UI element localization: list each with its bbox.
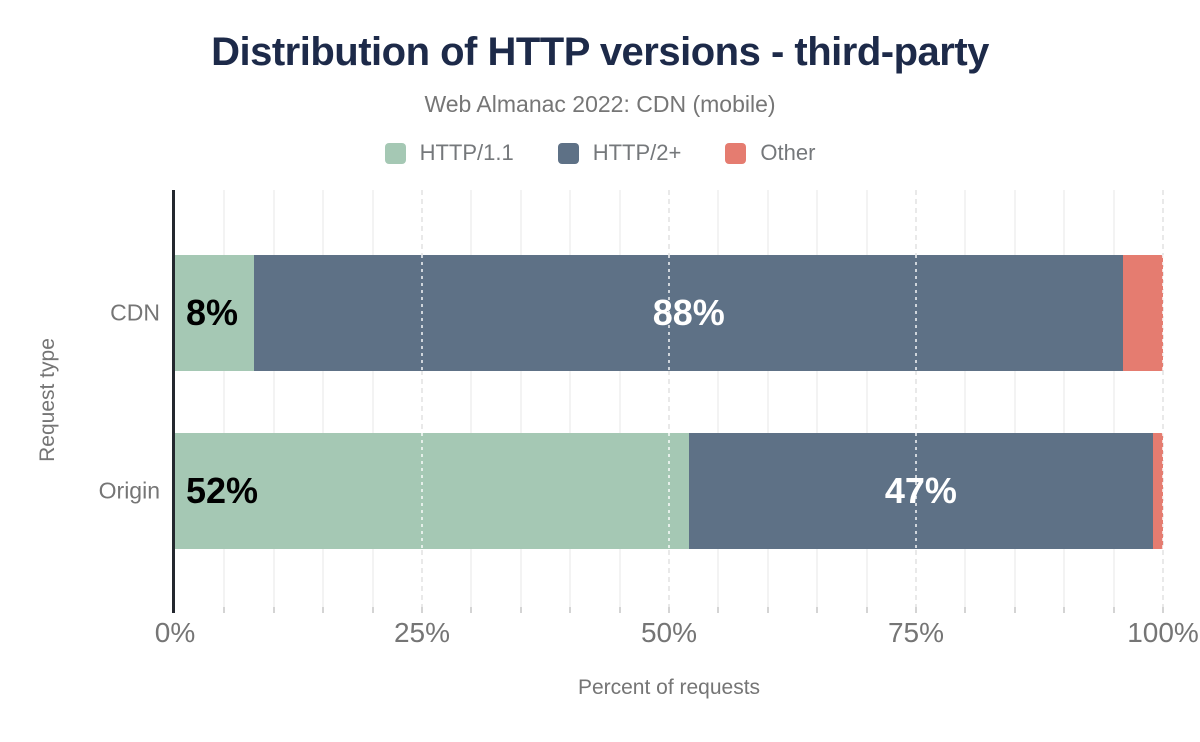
gridline-minor (272, 190, 275, 607)
chart-subtitle: Web Almanac 2022: CDN (mobile) (424, 91, 776, 117)
category-label-cdn: CDN (110, 299, 160, 326)
gridline-minor (766, 190, 769, 607)
x-tick-mark (272, 607, 275, 613)
bar-segment-http-1-1: 8% (175, 255, 255, 371)
x-tick-label: 25% (393, 617, 451, 648)
gridline-overlay (421, 255, 423, 371)
x-tick-label: 0% (154, 617, 196, 648)
legend-item-http-2-: HTTP/2+ (557, 140, 682, 166)
gridline-minor (519, 190, 522, 607)
x-tick-mark (470, 607, 473, 613)
bar-segment-other (1153, 433, 1163, 549)
gridline-overlay (421, 433, 423, 549)
x-tick-mark (865, 607, 868, 613)
legend-swatch-icon (384, 142, 406, 164)
x-tick-mark (1162, 607, 1164, 613)
bar-origin: 52% 47% (175, 433, 1163, 549)
legend: HTTP/1.1 HTTP/2+ Other (0, 140, 1200, 166)
gridline-overlay (668, 433, 670, 549)
x-tick-mark (816, 607, 819, 613)
data-label: 47% (884, 470, 957, 511)
data-label: 52% (186, 470, 259, 511)
gridline-overlay (1162, 433, 1164, 549)
gridline-major (915, 190, 917, 607)
gridline-minor (816, 190, 819, 607)
x-tick-mark (964, 607, 967, 613)
gridline-minor (1063, 190, 1066, 607)
x-tick-mark (1013, 607, 1016, 613)
gridline-minor (1112, 190, 1115, 607)
x-tick-mark (569, 607, 572, 613)
x-axis-ticks: 0% 25% 50% 75% 100% (155, 607, 1199, 662)
gridline-minor (618, 190, 621, 607)
x-axis-title: Percent of requests (577, 676, 761, 699)
legend-label: HTTP/1.1 (419, 140, 514, 165)
gridline-overlay (1162, 255, 1164, 371)
gridline-minor (1013, 190, 1016, 607)
gridline-overlay (915, 255, 917, 371)
x-tick-label: 100% (1127, 617, 1199, 648)
x-tick-mark (322, 607, 325, 613)
gridline-overlay (915, 433, 917, 549)
gridline-minor (569, 190, 572, 607)
bar-cdn: 8% 88% (175, 255, 1163, 371)
x-tick-mark (717, 607, 720, 613)
legend-swatch-icon (557, 142, 579, 164)
gridline-minor (964, 190, 967, 607)
plot-area: 8% 88% 52% 47% (172, 190, 1164, 613)
x-tick-mark (1112, 607, 1115, 613)
legend-label: Other (760, 140, 816, 165)
x-tick-mark (668, 607, 670, 613)
gridline-overlay (668, 255, 670, 371)
gridline-major (1162, 190, 1164, 607)
y-axis-title: Request type (36, 338, 59, 462)
x-tick-label: 50% (640, 617, 698, 648)
x-tick-mark (223, 607, 226, 613)
category-label-origin: Origin (98, 477, 160, 504)
gridline-minor (322, 190, 325, 607)
gridline-minor (865, 190, 868, 607)
x-tick-mark (421, 607, 423, 613)
data-label: 8% (186, 292, 239, 333)
gridline-major (668, 190, 670, 607)
y-axis-line (172, 190, 175, 613)
x-tick-mark (1063, 607, 1066, 613)
bar-segment-http-2-: 47% (688, 433, 1154, 549)
bar-segment-http-2-: 88% (254, 255, 1124, 371)
gridline-minor (371, 190, 374, 607)
gridline-major (421, 190, 423, 607)
x-tick-mark (915, 607, 917, 613)
gridline-minor (223, 190, 226, 607)
bar-segment-other (1123, 255, 1163, 371)
x-tick-mark (766, 607, 769, 613)
gridline-minor (470, 190, 473, 607)
x-tick-mark (371, 607, 374, 613)
legend-item-other: Other (725, 140, 815, 166)
data-label: 88% (652, 292, 725, 333)
legend-swatch-icon (725, 142, 747, 164)
x-tick-label: 75% (887, 617, 945, 648)
bar-segment-http-1-1: 52% (175, 433, 689, 549)
chart-title: Distribution of HTTP versions - third-pa… (211, 30, 989, 74)
legend-label: HTTP/2+ (592, 140, 682, 165)
legend-item-http-1-1: HTTP/1.1 (384, 140, 514, 166)
gridline-minor (717, 190, 720, 607)
x-tick-mark (519, 607, 522, 613)
x-tick-mark (618, 607, 621, 613)
